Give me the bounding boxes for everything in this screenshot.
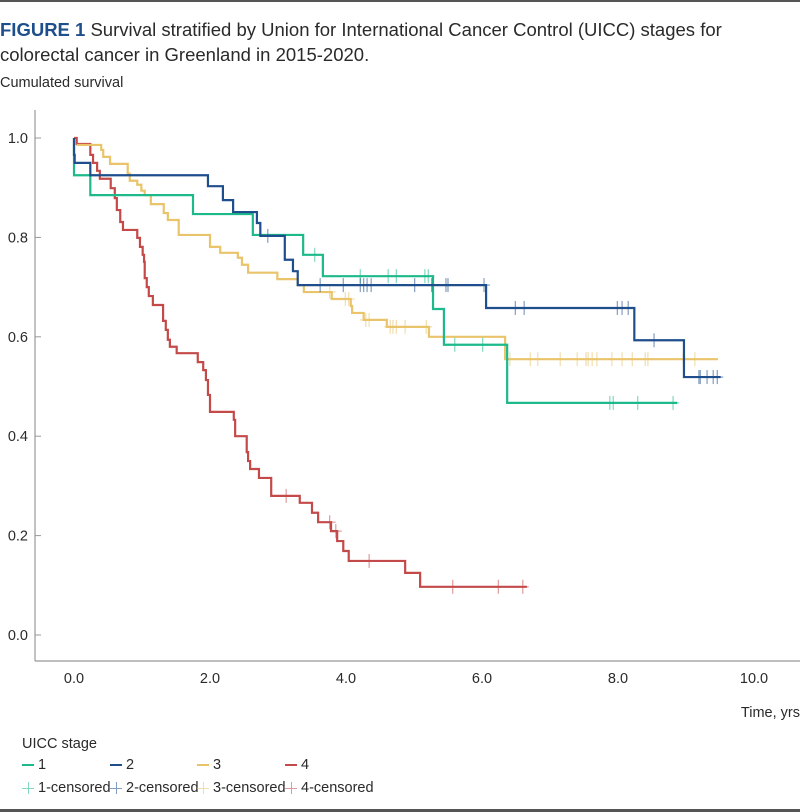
survival-curve-stage-4 <box>74 136 527 588</box>
legend-label: 1-censored <box>38 780 111 796</box>
bottom-rule <box>0 809 800 812</box>
censor-mark-stage-3 <box>323 285 336 300</box>
censor-mark-stage-2 <box>442 278 454 293</box>
plus-marker-icon <box>110 782 122 794</box>
censor-mark-stage-1 <box>476 337 489 352</box>
censor-mark-stage-3 <box>616 352 629 367</box>
censor-mark-stage-1 <box>667 395 680 410</box>
legend-item-stage-2-censored: 2-censored <box>110 780 199 796</box>
legend-label: 4-censored <box>301 780 374 796</box>
legend-label: 1 <box>38 757 47 773</box>
censor-mark-stage-2 <box>622 300 635 315</box>
legend-label: 3-censored <box>213 780 286 796</box>
plus-marker-icon <box>197 782 209 794</box>
legend-item-stage-3-censored: 3-censored <box>197 780 286 796</box>
top-rule <box>0 0 800 2</box>
censor-mark-stage-2 <box>425 278 438 293</box>
x-tick-label: 10.0 <box>740 671 768 687</box>
x-axis-label: Time, yrs <box>741 705 800 721</box>
plus-marker-icon <box>22 782 34 794</box>
censor-mark-stage-4 <box>446 579 459 594</box>
censor-mark-stage-3 <box>554 352 567 367</box>
x-tick-label: 8.0 <box>608 671 628 687</box>
censor-mark-stage-4 <box>323 515 336 530</box>
censor-mark-stage-4 <box>492 579 505 594</box>
censor-mark-stage-4 <box>329 524 342 539</box>
legend-item-stage-1: 1 <box>22 757 46 773</box>
line-swatch-icon <box>197 759 209 771</box>
series-stage-2 <box>72 138 724 385</box>
legend-item-stage-2: 2 <box>110 757 134 773</box>
censor-mark-stage-1 <box>631 395 644 410</box>
legend-item-stage-1-censored: 1-censored <box>22 780 111 796</box>
censor-mark-stage-1 <box>607 395 620 410</box>
censor-mark-stage-1 <box>390 269 403 284</box>
x-tick-label: 0.0 <box>64 671 84 687</box>
censor-mark-stage-3 <box>688 352 701 367</box>
censor-mark-stage-3 <box>590 352 603 367</box>
censor-mark-stage-3 <box>363 312 376 327</box>
figure-label: FIGURE 1 <box>0 19 86 40</box>
survival-curve-stage-1 <box>72 138 678 405</box>
series-layer <box>72 136 724 594</box>
censor-mark-stage-2 <box>314 278 327 293</box>
legend-label: 2-censored <box>126 780 199 796</box>
figure-caption-text: Survival stratified by Union for Interna… <box>0 19 722 65</box>
censor-mark-stage-2 <box>261 228 274 243</box>
censor-mark-stage-2 <box>408 278 421 293</box>
legend-label: 2 <box>126 757 135 773</box>
censor-mark-stage-1 <box>308 247 321 262</box>
axes: 0.0 0.2 0.4 0.6 0.8 1.0 0.0 2.0 4.0 6.0 8.0 10.0 <box>8 110 800 687</box>
x-tick-label: 2.0 <box>200 671 220 687</box>
y-axis-label: Cumulated survival <box>0 75 124 91</box>
series-stage-3 <box>76 143 718 367</box>
censor-mark-stage-3 <box>641 352 654 367</box>
censor-mark-stage-3 <box>503 352 516 367</box>
y-tick-label: 0.2 <box>8 529 28 545</box>
legend-item-stage-4: 4 <box>285 757 309 773</box>
line-swatch-icon <box>285 759 297 771</box>
censor-mark-stage-3 <box>420 319 433 334</box>
y-tick-label: 0.6 <box>8 330 28 346</box>
series-stage-1 <box>72 138 680 410</box>
censor-mark-stage-2 <box>337 278 350 293</box>
y-tick-label: 0.0 <box>8 628 28 644</box>
legend-label: 4 <box>301 757 310 773</box>
censor-mark-stage-2 <box>711 370 724 385</box>
legend-label: 3 <box>213 757 222 773</box>
censor-mark-stage-2 <box>518 300 531 315</box>
figure-caption: FIGURE 1 Survival stratified by Union fo… <box>0 17 790 67</box>
y-tick-label: 1.0 <box>8 131 28 147</box>
censor-mark-stage-3 <box>399 319 412 334</box>
x-tick-label: 4.0 <box>336 671 356 687</box>
censor-mark-stage-2 <box>365 278 378 293</box>
legend-item-stage-3: 3 <box>197 757 221 773</box>
y-tick-label: 0.4 <box>8 429 28 445</box>
censor-mark-stage-4 <box>363 553 376 568</box>
censor-mark-stage-1 <box>422 269 435 284</box>
censor-mark-stage-3 <box>626 352 639 367</box>
x-tick-label: 6.0 <box>472 671 492 687</box>
legend-item-stage-4-censored: 4-censored <box>285 780 374 796</box>
survival-curve-stage-2 <box>72 138 721 379</box>
legend-title: UICC stage <box>22 736 97 752</box>
censor-mark-stage-4 <box>280 488 293 503</box>
plus-marker-icon <box>285 782 297 794</box>
line-swatch-icon <box>22 759 34 771</box>
censor-mark-stage-4 <box>516 579 529 594</box>
series-stage-4 <box>74 136 529 594</box>
censor-mark-stage-3 <box>605 352 618 367</box>
censor-mark-stage-1 <box>448 337 461 352</box>
censor-mark-stage-3 <box>531 352 544 367</box>
censor-mark-stage-2 <box>648 333 661 348</box>
line-swatch-icon <box>110 759 122 771</box>
censor-mark-stage-3 <box>342 292 355 307</box>
censor-mark-stage-2 <box>478 278 491 293</box>
y-tick-label: 0.8 <box>8 230 28 246</box>
